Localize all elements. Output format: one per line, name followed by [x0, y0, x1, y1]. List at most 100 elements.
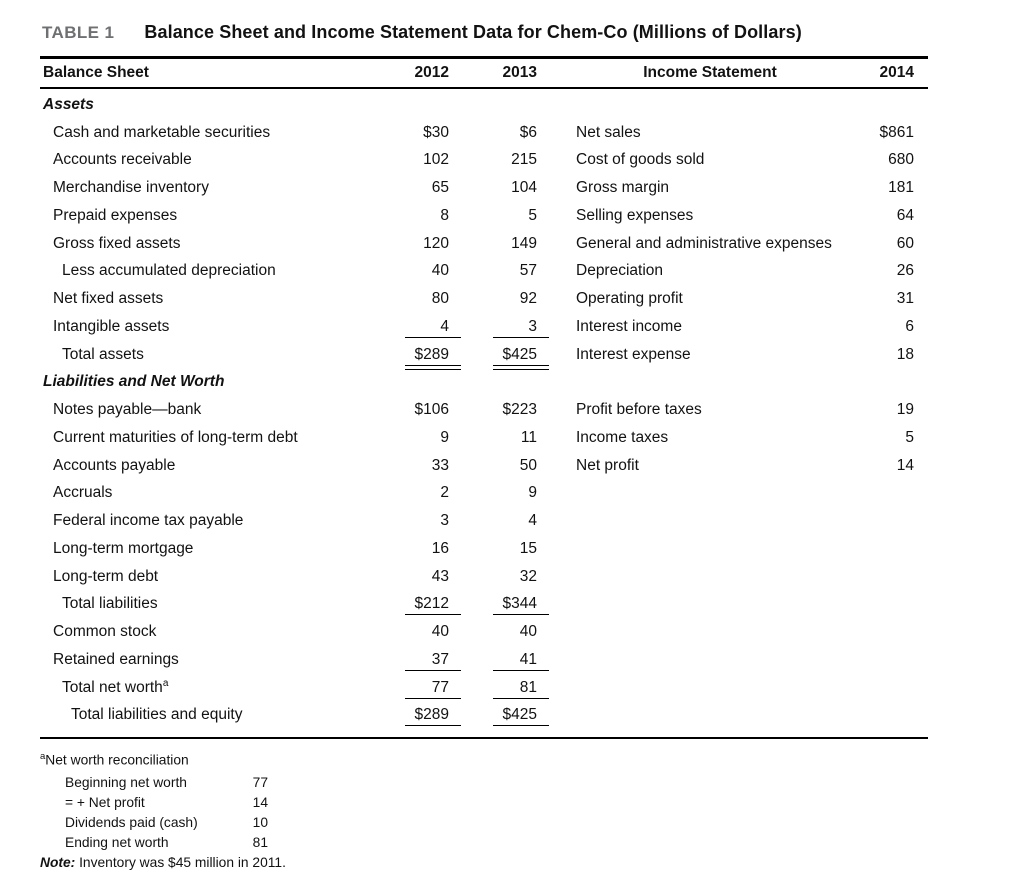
table-note: Note: Inventory was $45 million in 2011.: [40, 853, 286, 873]
table-row: Intangible assets 4 3 Interest income 6: [40, 313, 928, 341]
value-2012: 2: [440, 484, 449, 502]
row-label: Long-term mortgage: [53, 539, 194, 557]
value-2014: 5: [905, 428, 914, 446]
col-header-income-statement: Income Statement: [643, 64, 777, 81]
footnote: aNet worth reconciliation Beginning net …: [40, 747, 286, 873]
col-header-2012: 2012: [414, 64, 449, 81]
section-label: Assets: [43, 95, 94, 113]
table-title: Balance Sheet and Income Statement Data …: [144, 22, 802, 42]
value-2013: $425: [493, 704, 549, 727]
table-row: Net fixed assets 80 92 Operating profit …: [40, 285, 928, 313]
bottom-rule: [40, 737, 928, 739]
footnote-item-label: Dividends paid (cash): [65, 814, 198, 830]
value-2014: 18: [896, 345, 914, 363]
row-label: Accruals: [53, 484, 113, 502]
value-2013: 50: [519, 456, 537, 474]
section-label: Liabilities and Net Worth: [43, 373, 225, 391]
table-row-total-liabilities: Total liabilities $212 $344: [40, 591, 928, 619]
value-2014: 6: [905, 317, 914, 335]
footnote-title-text: Net worth reconciliation: [45, 752, 189, 768]
row-label: Less accumulated depreciation: [62, 262, 276, 280]
value-2014: 19: [896, 401, 914, 419]
income-label: Profit before taxes: [576, 401, 702, 419]
value-2012: $106: [414, 401, 449, 419]
section-row-assets: Assets: [40, 91, 928, 119]
value-2012: $212: [405, 593, 461, 616]
value-2013: 4: [528, 512, 537, 530]
row-label: Net fixed assets: [53, 290, 164, 308]
footnote-marker: a: [40, 751, 46, 762]
value-2014: 14: [896, 456, 914, 474]
top-rule: [40, 56, 928, 59]
value-2012: $289: [405, 704, 461, 727]
row-label: Federal income tax payable: [53, 512, 244, 530]
table-number: TABLE 1: [42, 23, 115, 42]
value-2012: 120: [423, 234, 449, 252]
row-label: Total liabilities: [62, 595, 158, 613]
value-2014: 26: [896, 262, 914, 280]
table-row: Less accumulated depreciation 40 57 Depr…: [40, 258, 928, 286]
table-row: Common stock 40 40: [40, 618, 928, 646]
value-2014: 680: [888, 151, 914, 169]
footnote-item-value: 14: [252, 794, 268, 810]
value-2013: 40: [519, 623, 537, 641]
value-2013: 15: [519, 539, 537, 557]
value-2013: 41: [493, 649, 549, 671]
table-row: Accruals 2 9: [40, 480, 928, 508]
income-label: Interest income: [576, 317, 682, 335]
income-label: Depreciation: [576, 262, 664, 280]
value-2013: $6: [519, 123, 537, 141]
income-label: Operating profit: [576, 290, 683, 308]
value-2014: $861: [879, 123, 914, 141]
col-header-2014: 2014: [879, 64, 914, 81]
value-2012: 33: [431, 456, 449, 474]
footnote-item-value: 10: [252, 814, 268, 830]
row-label: Total net wortha: [40, 678, 405, 697]
income-label: Cost of goods sold: [576, 151, 705, 169]
value-2013: 149: [511, 234, 537, 252]
value-2013: 32: [519, 567, 537, 585]
income-label: Gross margin: [576, 179, 670, 197]
income-label: Income taxes: [576, 428, 669, 446]
value-2012: 102: [423, 151, 449, 169]
footnote-item-value: 81: [252, 834, 268, 850]
row-label: Long-term debt: [53, 567, 159, 585]
table-row: Prepaid expenses 8 5 Selling expenses 64: [40, 202, 928, 230]
footnote-item: = + Net profit 14: [40, 793, 268, 813]
value-2012: $30: [423, 123, 449, 141]
value-2012: 43: [431, 567, 449, 585]
value-2013: 81: [493, 677, 549, 699]
value-2014: 181: [888, 179, 914, 197]
footnote-marker-ref: a: [162, 678, 169, 690]
table-row-total-assets: Total assets $289 $425 Interest expense …: [40, 341, 928, 371]
table-body: Assets Cash and marketable securities $3…: [40, 91, 928, 729]
value-2014: 60: [896, 234, 914, 252]
value-2013: 215: [511, 151, 537, 169]
column-header-row: Balance Sheet 2012 2013 Income Statement…: [40, 59, 928, 87]
row-label: Total assets: [62, 345, 144, 363]
value-2012: 4: [405, 316, 461, 338]
value-2013: $344: [493, 593, 549, 616]
footnote-title: aNet worth reconciliation: [40, 747, 286, 771]
income-label: Net profit: [576, 456, 639, 474]
row-label: Total liabilities and equity: [71, 706, 243, 724]
value-2013: 57: [519, 262, 537, 280]
value-2012: 3: [440, 512, 449, 530]
income-label: Selling expenses: [576, 206, 694, 224]
table-row: Cash and marketable securities $30 $6 Ne…: [40, 119, 928, 147]
row-label: Common stock: [53, 623, 157, 641]
table-row: Gross fixed assets 120 149 General and a…: [40, 230, 928, 258]
value-2012: 40: [431, 262, 449, 280]
value-2012: 65: [431, 179, 449, 197]
footnote-item-value: 77: [252, 774, 268, 790]
col-header-2013: 2013: [502, 64, 537, 81]
value-2013: 11: [520, 428, 537, 446]
table-row: Long-term debt 43 32: [40, 563, 928, 591]
table-row: Accounts payable 33 50 Net profit 14: [40, 452, 928, 480]
value-2012: 8: [440, 206, 449, 224]
table-row: Merchandise inventory 65 104 Gross margi…: [40, 174, 928, 202]
value-2013: $223: [502, 401, 537, 419]
income-label: General and administrative expenses: [576, 234, 832, 252]
table-row: Federal income tax payable 3 4: [40, 507, 928, 535]
